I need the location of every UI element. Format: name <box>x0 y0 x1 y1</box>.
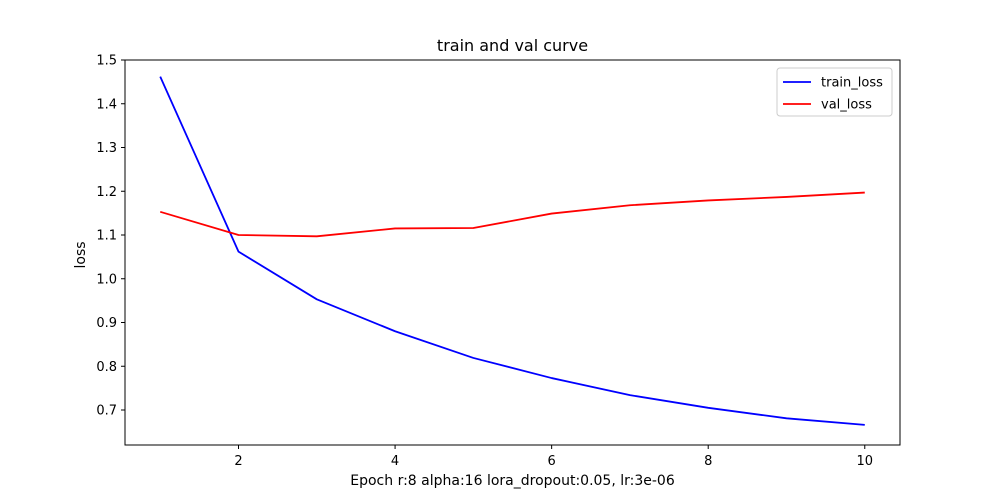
y-tick-label: 1.5 <box>96 54 117 69</box>
x-axis-label: Epoch r:8 alpha:16 lora_dropout:0.05, lr… <box>350 473 675 489</box>
y-tick-label: 0.7 <box>96 404 117 419</box>
y-tick-label: 1.1 <box>96 229 117 244</box>
x-tick-label: 10 <box>856 454 873 469</box>
chart-title: train and val curve <box>437 36 588 55</box>
y-tick-label: 1.2 <box>96 185 117 200</box>
y-tick-label: 1.3 <box>96 141 117 156</box>
x-tick-label: 8 <box>704 454 712 469</box>
y-tick-label: 1.0 <box>96 272 117 287</box>
x-tick-label: 2 <box>234 454 242 469</box>
x-tick-label: 4 <box>391 454 399 469</box>
y-tick-label: 0.8 <box>96 360 117 375</box>
y-tick-label: 0.9 <box>96 316 117 331</box>
legend-label-val-loss: val_loss <box>821 98 872 113</box>
legend-label-train-loss: train_loss <box>821 76 883 91</box>
x-tick-label: 6 <box>548 454 556 469</box>
y-tick-label: 1.4 <box>96 97 117 112</box>
y-axis-label: loss <box>73 241 89 268</box>
